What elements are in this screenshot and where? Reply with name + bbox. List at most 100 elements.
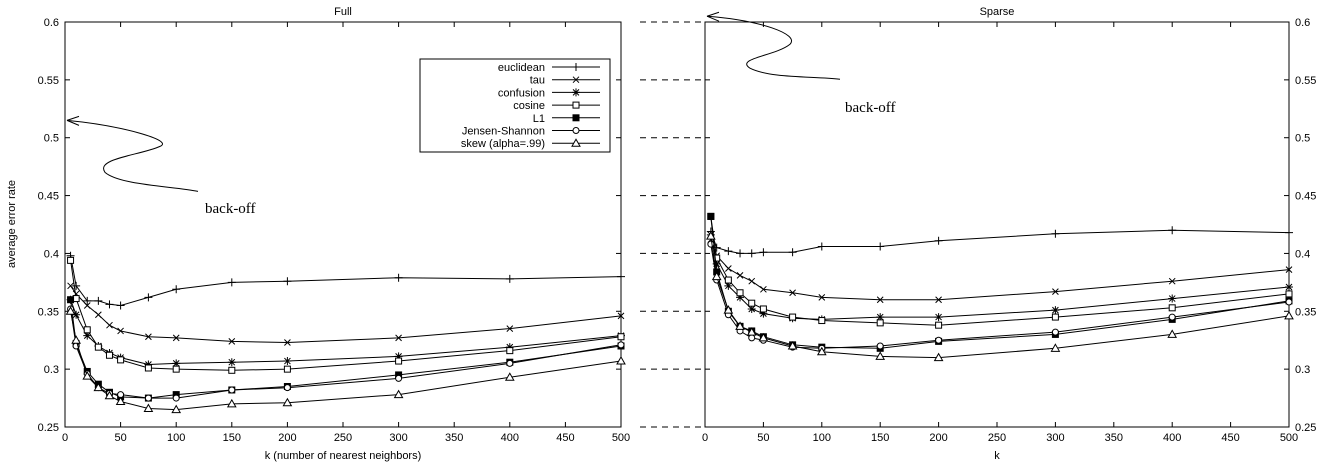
sparse-point-euclidean	[759, 248, 768, 257]
full-point-skew-alpha-99	[143, 403, 154, 412]
sparse-point-jensen-shannon	[1168, 313, 1176, 321]
sparse-point-tau	[818, 294, 826, 301]
full-point-cosine	[395, 357, 403, 365]
full-point-tau	[228, 338, 236, 345]
sparse-point-cosine	[1051, 313, 1059, 321]
sparse-point-tau	[1168, 277, 1176, 285]
sparse-point-skew-alpha-99	[1167, 329, 1178, 338]
full-point-skew-alpha-99	[82, 371, 93, 380]
full-panel: Full 0 50 100 150 200 250 300 350 400 450 5000.250…	[6, 6, 630, 462]
legend-label-confusion: confusion	[498, 87, 545, 99]
full-point-cosine	[83, 326, 91, 334]
sparse-point-confusion	[1051, 306, 1060, 315]
full-y-tick-label: 0.45	[38, 191, 59, 203]
sparse-point-confusion	[712, 259, 721, 268]
sparse-series-line-cosine	[710, 216, 1290, 326]
sparse-series-line-l1	[710, 216, 1290, 349]
sparse-point-skew-alpha-99	[746, 327, 757, 336]
sparse-point-skew-alpha-99	[875, 351, 886, 360]
legend-label-skew-alpha-99: skew (alpha=.99)	[461, 138, 545, 150]
sparse-point-tau	[789, 289, 796, 297]
sparse-point-euclidean	[934, 236, 943, 245]
sparse-point-confusion	[736, 293, 745, 302]
sparse-x-tick-label: 350	[1105, 432, 1123, 444]
full-point-jensen-shannon	[395, 374, 403, 382]
sparse-point-confusion	[1285, 282, 1293, 291]
sparse-point-tau	[876, 296, 884, 304]
sparse-backoff-annotation: back-off	[706, 11, 896, 116]
sparse-point-skew-alpha-99	[933, 352, 944, 362]
legend-marker-skew-alpha-99	[571, 138, 581, 147]
sparse-point-cosine	[748, 299, 756, 307]
sparse-x-tick-label: 100	[813, 432, 831, 444]
full-backoff-annotation: back-off	[66, 115, 256, 217]
sparse-point-jensen-shannon	[1285, 298, 1293, 306]
sparse-point-cosine	[724, 276, 732, 284]
full-x-tick-label: 350	[445, 432, 463, 444]
full-y-tick-label: 0.4	[44, 248, 59, 260]
full-point-confusion	[83, 331, 92, 340]
sparse-point-skew-alpha-99	[787, 340, 798, 350]
sparse-point-jensen-shannon	[1051, 328, 1059, 336]
sparse-series-l1	[707, 212, 1293, 352]
legend-marker-tau	[572, 76, 580, 84]
legend-entry-jensen-shannon: Jensen-Shannon	[462, 126, 600, 138]
sparse-point-euclidean	[736, 249, 745, 258]
legend-label-tau: tau	[530, 75, 545, 87]
full-point-jensen-shannon	[617, 341, 625, 349]
full-point-cosine	[94, 343, 102, 351]
full-series-line-l1	[70, 299, 622, 399]
full-point-skew-alpha-99	[93, 382, 104, 392]
full-point-cosine	[617, 333, 625, 341]
sparse-point-euclidean	[1285, 228, 1293, 237]
full-series-l1	[67, 296, 625, 402]
full-point-skew-alpha-99	[65, 306, 76, 315]
sparse-series-line-tau	[710, 239, 1290, 301]
full-series-line-skew-alpha-99	[70, 311, 622, 411]
sparse-point-tau	[725, 265, 732, 272]
full-point-euclidean	[505, 274, 514, 283]
sparse-plot-frame	[704, 21, 1290, 428]
full-x-tick-label: 150	[223, 432, 241, 444]
sparse-x-tick-label: 50	[757, 432, 769, 444]
legend-label-jensen-shannon: Jensen-Shannon	[462, 126, 545, 138]
sparse-point-confusion	[876, 313, 885, 322]
full-axis-ticks: 0 50 100 150 200 250 300 350 400 450 500 0.25 0.3 0.3…	[38, 17, 631, 444]
legend-label-cosine: cosine	[513, 100, 545, 112]
full-point-jensen-shannon	[283, 384, 291, 392]
panel-connector-lines	[640, 21, 705, 428]
sparse-series-line-jensen-shannon	[710, 244, 1290, 349]
sparse-series-euclidean	[706, 226, 1293, 258]
full-point-skew-alpha-99	[115, 396, 126, 406]
full-point-skew-alpha-99	[71, 335, 81, 344]
sparse-point-skew-alpha-99	[1050, 343, 1061, 352]
sparse-x-tick-label: 250	[988, 432, 1006, 444]
sparse-backoff-label: back-off	[845, 100, 896, 116]
full-panel-title: Full	[334, 6, 352, 18]
sparse-point-euclidean	[788, 248, 797, 257]
full-y-tick-label: 0.55	[38, 75, 59, 87]
full-point-confusion	[227, 358, 236, 367]
sparse-point-tau	[1285, 266, 1293, 273]
full-series-line-euclidean	[70, 255, 622, 307]
legend-marker-confusion	[572, 88, 580, 97]
full-point-confusion	[283, 357, 292, 366]
full-point-tau	[617, 312, 625, 320]
legend-entry-l1: L1	[533, 113, 600, 125]
full-y-tick-label: 0.6	[44, 17, 59, 29]
full-point-tau	[284, 339, 291, 346]
full-x-tick-label: 500	[612, 432, 630, 444]
legend-entry-tau: tau	[530, 75, 600, 87]
full-series-line-cosine	[70, 260, 622, 371]
full-point-skew-alpha-99	[504, 372, 515, 381]
sparse-point-euclidean	[817, 242, 826, 251]
sparse-point-skew-alpha-99	[816, 346, 827, 356]
sparse-panel: Sparse 0 50 100 150 200 250 300 350 400 450 5000.2…	[702, 6, 1316, 462]
full-point-skew-alpha-99	[104, 390, 115, 400]
legend-entry-confusion: confusion	[498, 87, 600, 99]
full-y-tick-label: 0.3	[44, 364, 59, 376]
full-point-tau	[172, 334, 180, 342]
full-point-jensen-shannon	[172, 394, 180, 402]
legend-entry-skew-alpha-99: skew (alpha=.99)	[461, 138, 600, 150]
sparse-point-cosine	[759, 305, 767, 313]
